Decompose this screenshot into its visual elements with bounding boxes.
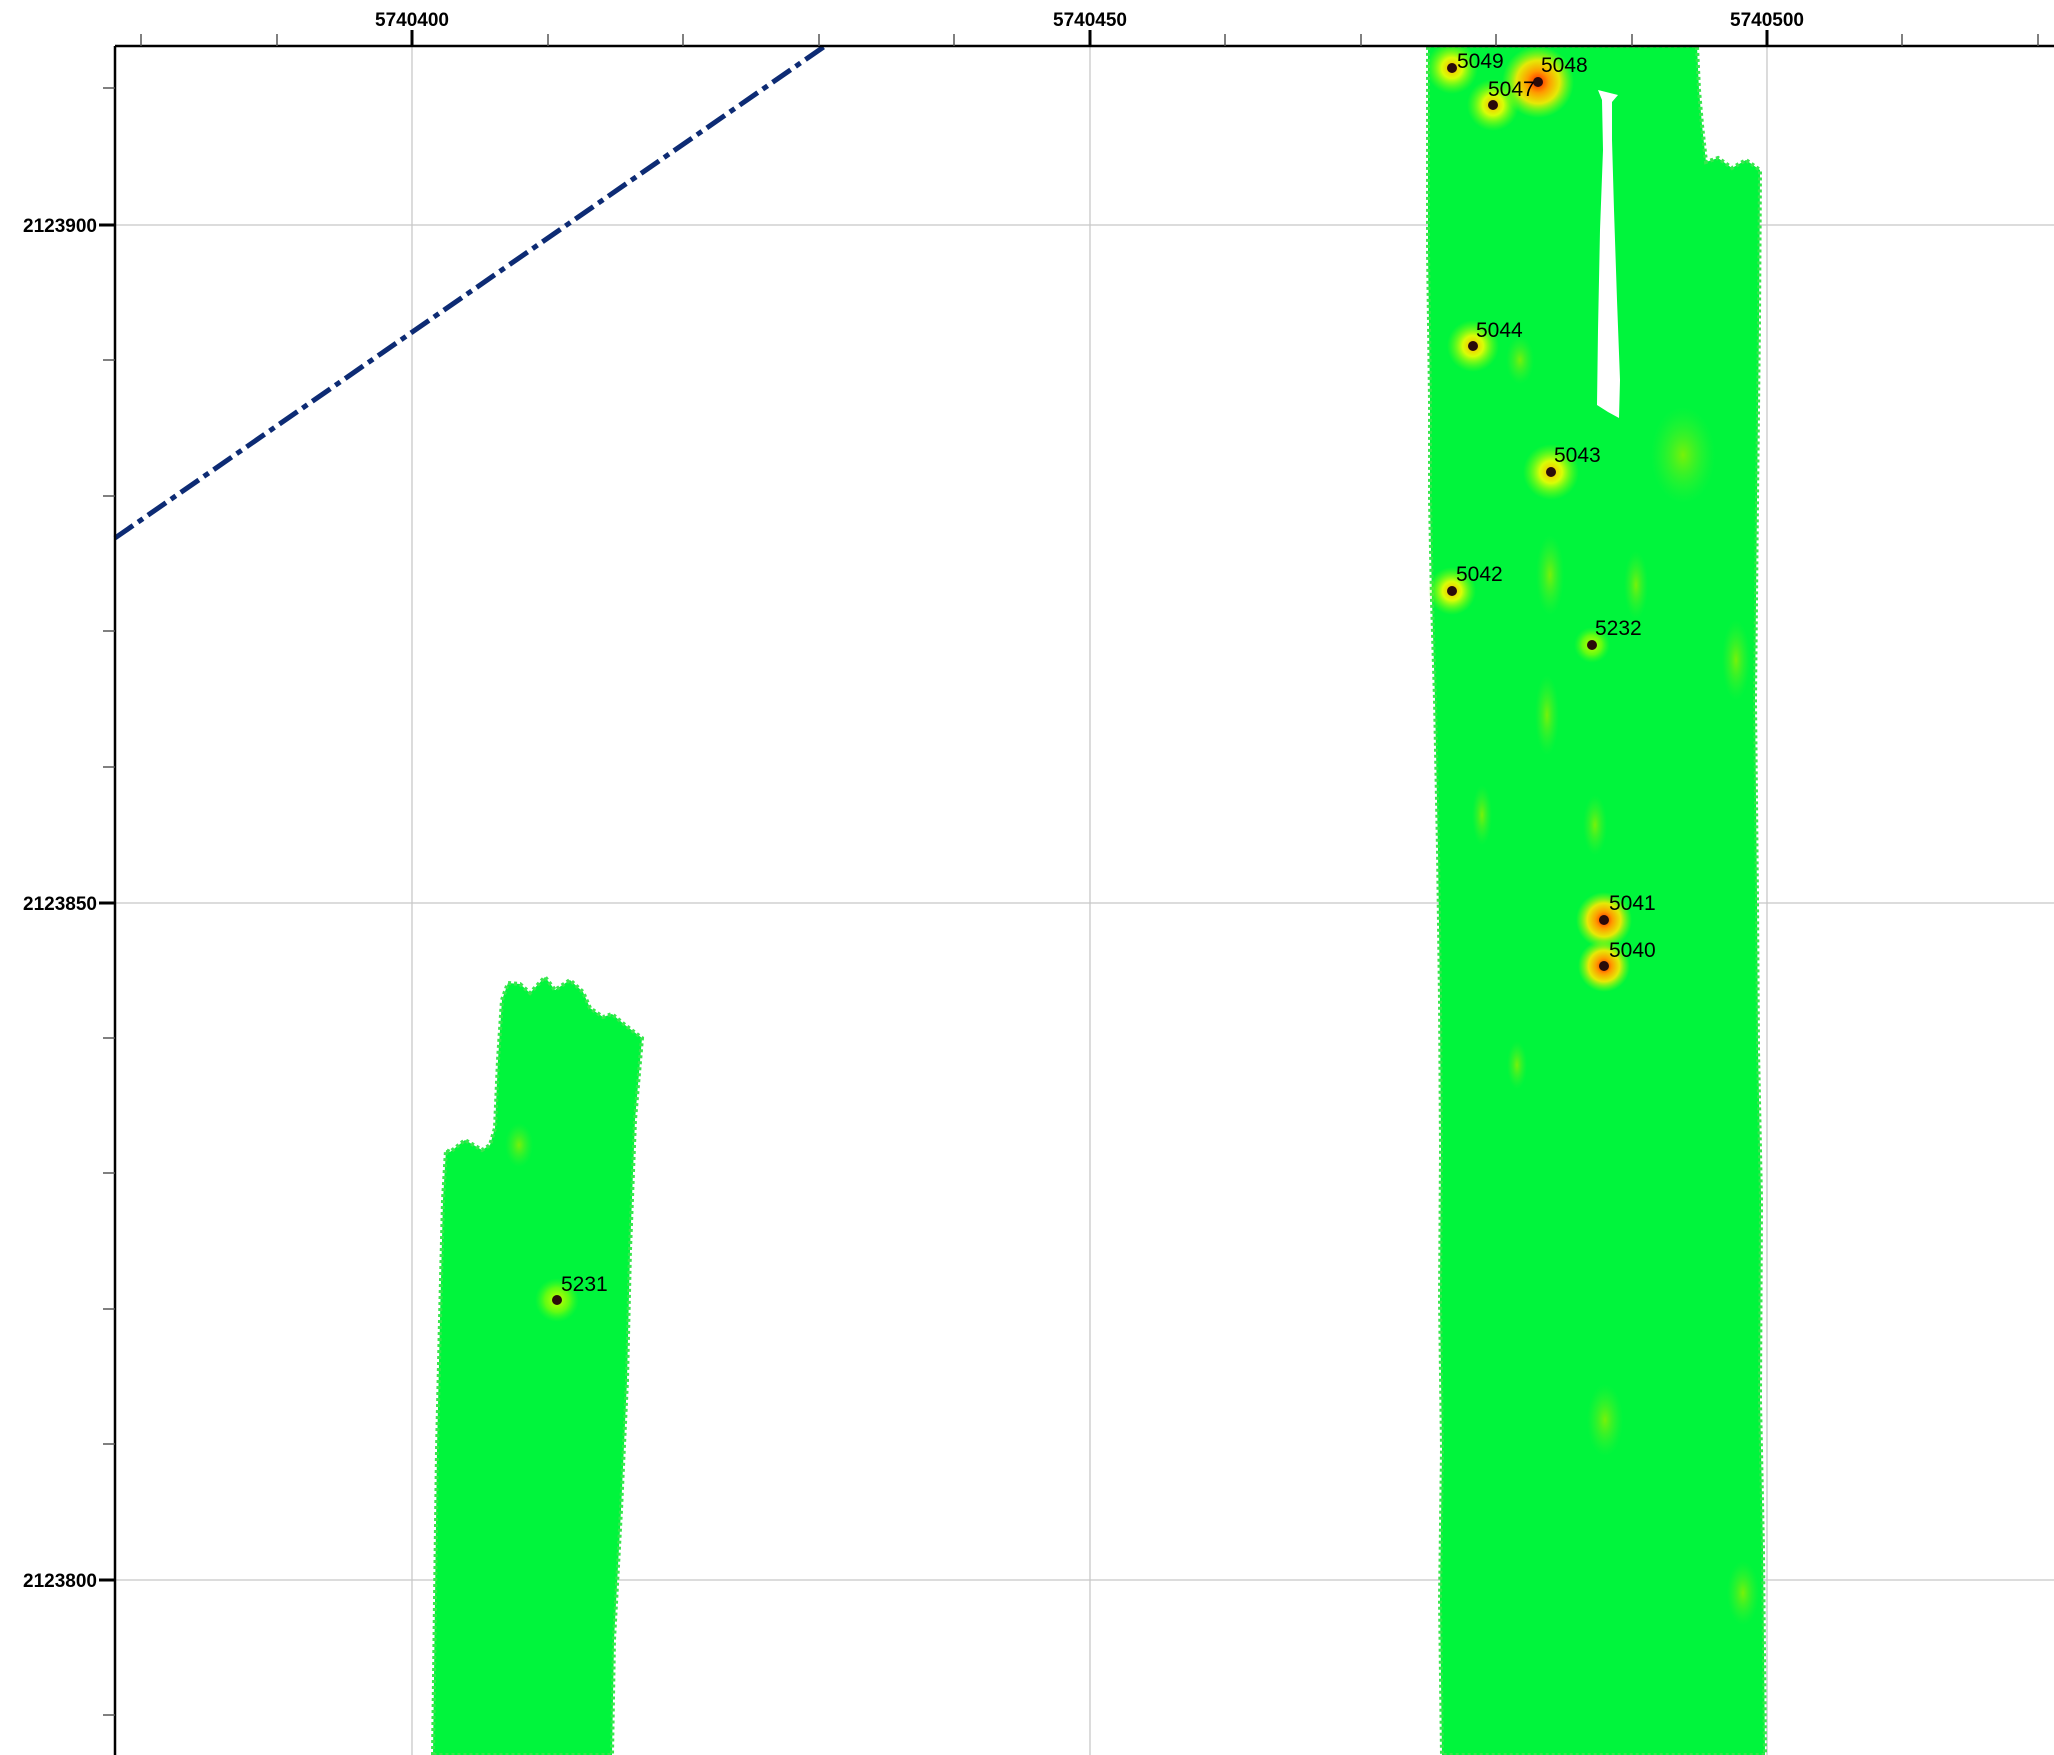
y-axis-labels: 2123900 2123850 2123800 bbox=[23, 216, 97, 1592]
point-label: 5048 bbox=[1541, 54, 1588, 77]
sample-point[interactable]: 5231 bbox=[552, 1273, 608, 1305]
x-axis-major-ticks bbox=[410, 30, 1769, 46]
point-label: 5049 bbox=[1457, 50, 1504, 73]
coverage-variation bbox=[505, 336, 1759, 1625]
point-marker bbox=[1587, 640, 1597, 650]
point-marker bbox=[1599, 915, 1609, 925]
sample-point[interactable]: 5047 bbox=[1488, 78, 1535, 110]
sample-point[interactable]: 5043 bbox=[1546, 444, 1601, 477]
map-frame bbox=[113, 44, 2054, 1755]
coverage-gap-east bbox=[1597, 90, 1620, 418]
point-label: 5042 bbox=[1456, 563, 1503, 586]
x-tick-label: 5740450 bbox=[1053, 10, 1127, 31]
x-axis-labels: 5740400 5740450 5740500 bbox=[375, 10, 1804, 31]
x-axis-minor-ticks bbox=[140, 34, 2039, 46]
y-tick-label: 2123850 bbox=[23, 894, 97, 915]
point-label: 5044 bbox=[1476, 319, 1523, 342]
y-tick-label: 2123800 bbox=[23, 1571, 97, 1592]
point-label: 5047 bbox=[1488, 78, 1535, 101]
point-marker bbox=[1447, 586, 1457, 596]
point-label: 5040 bbox=[1609, 939, 1656, 962]
y-axis-major-ticks bbox=[99, 223, 115, 1582]
point-marker bbox=[552, 1295, 562, 1305]
sample-point[interactable]: 5044 bbox=[1468, 319, 1523, 351]
survey-coverage-strip-west bbox=[430, 973, 645, 1755]
point-label: 5043 bbox=[1554, 444, 1601, 467]
point-marker bbox=[1599, 961, 1609, 971]
point-marker bbox=[1546, 467, 1556, 477]
sample-point[interactable]: 5042 bbox=[1447, 563, 1503, 596]
x-tick-label: 5740500 bbox=[1730, 10, 1804, 31]
sample-points: 5049 5048 5047 5044 5043 5042 5232 5041 bbox=[552, 50, 1656, 1305]
sample-point[interactable]: 5040 bbox=[1599, 939, 1656, 971]
y-axis-minor-ticks bbox=[103, 87, 115, 1716]
point-marker bbox=[1447, 63, 1457, 73]
point-marker bbox=[1533, 77, 1543, 87]
y-tick-label: 2123900 bbox=[23, 216, 97, 237]
sample-point[interactable]: 5049 bbox=[1447, 50, 1504, 73]
point-label: 5232 bbox=[1595, 617, 1642, 640]
point-marker bbox=[1488, 100, 1498, 110]
point-label: 5041 bbox=[1609, 892, 1656, 915]
sample-point[interactable]: 5041 bbox=[1599, 892, 1656, 925]
point-marker bbox=[1468, 341, 1478, 351]
boundary-line bbox=[113, 43, 827, 541]
x-tick-label: 5740400 bbox=[375, 10, 449, 31]
sample-point[interactable]: 5048 bbox=[1533, 54, 1588, 87]
sample-point[interactable]: 5232 bbox=[1587, 617, 1642, 650]
point-label: 5231 bbox=[561, 1273, 608, 1296]
